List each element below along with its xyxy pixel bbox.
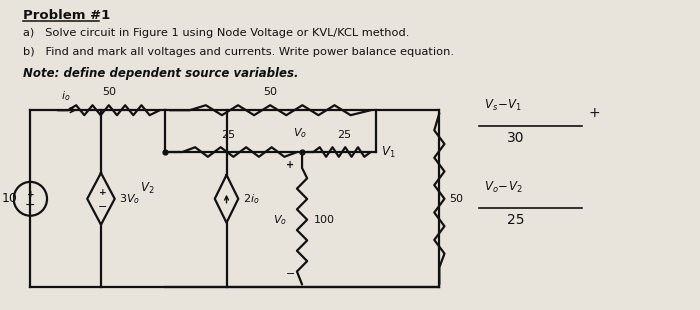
Text: 25: 25 [337, 130, 351, 140]
Text: 25: 25 [507, 213, 524, 227]
Text: 10: 10 [1, 192, 18, 205]
Text: Problem #1: Problem #1 [22, 9, 110, 22]
Text: $V_1$: $V_1$ [381, 144, 395, 160]
Text: a)   Solve circuit in Figure 1 using Node Voltage or KVL/KCL method.: a) Solve circuit in Figure 1 using Node … [22, 28, 409, 38]
Text: Note: define dependent source variables.: Note: define dependent source variables. [22, 67, 298, 80]
Text: $V_o$: $V_o$ [293, 126, 307, 140]
Text: +: + [99, 188, 106, 197]
Text: −: − [25, 199, 36, 212]
Text: −: − [98, 202, 108, 212]
Text: 50: 50 [263, 87, 277, 97]
Text: $V_o\!-\!V_2$: $V_o\!-\!V_2$ [484, 180, 522, 195]
Text: $V_2$: $V_2$ [141, 181, 155, 197]
Text: +: + [589, 106, 600, 120]
Text: +: + [27, 190, 34, 199]
Text: $V_o$: $V_o$ [273, 213, 287, 227]
Text: 100: 100 [314, 215, 335, 225]
Text: +: + [286, 160, 294, 170]
Text: −: − [286, 269, 295, 279]
Text: b)   Find and mark all voltages and currents. Write power balance equation.: b) Find and mark all voltages and curren… [22, 47, 454, 57]
Text: 50: 50 [102, 87, 116, 97]
Text: 50: 50 [449, 194, 463, 204]
Text: $i_o$: $i_o$ [61, 89, 71, 103]
Text: $V_s\!-\!V_1$: $V_s\!-\!V_1$ [484, 98, 522, 113]
Text: $2i_o$: $2i_o$ [243, 192, 260, 206]
Text: 30: 30 [507, 131, 524, 145]
Text: $3V_o$: $3V_o$ [118, 192, 140, 206]
Text: 25: 25 [221, 130, 235, 140]
